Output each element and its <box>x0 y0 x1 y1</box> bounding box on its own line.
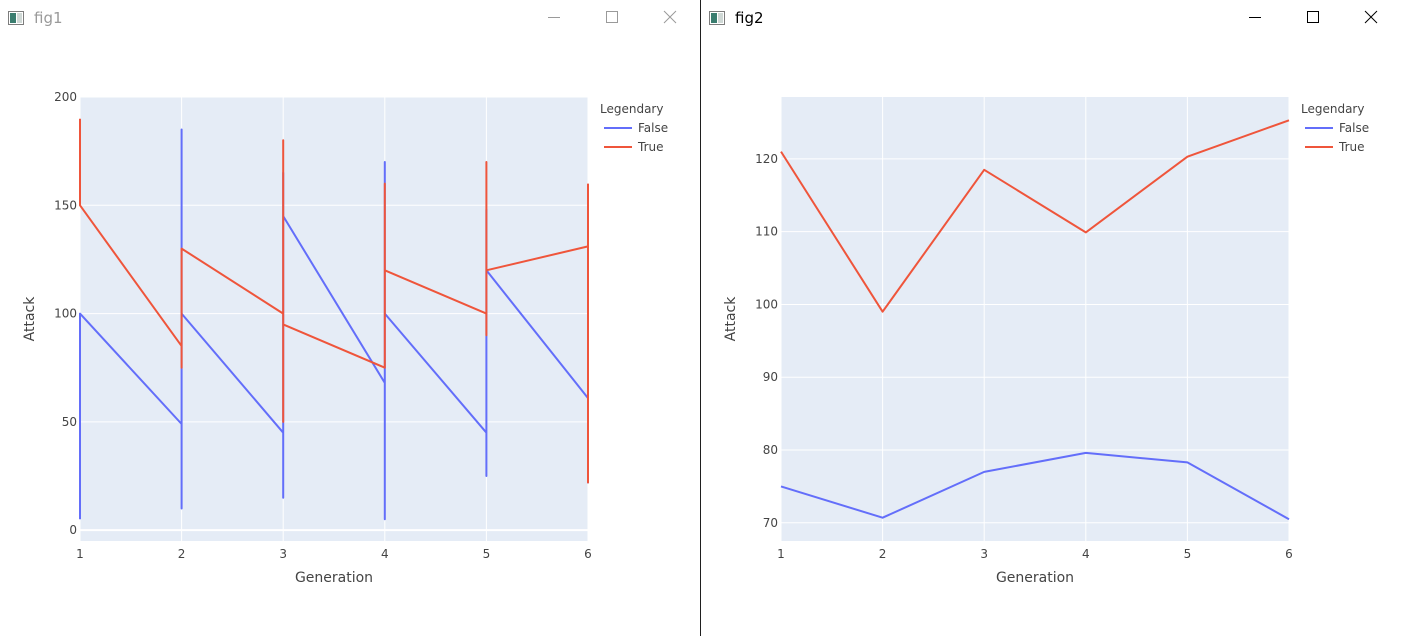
close-icon <box>663 10 677 24</box>
minimize-icon <box>548 17 560 18</box>
x-tick-label: 3 <box>980 547 988 561</box>
x-tick-label: 6 <box>584 547 592 561</box>
y-tick-label: 200 <box>54 90 77 104</box>
app-window-icon <box>709 11 725 25</box>
legend-item-false[interactable]: False <box>604 121 668 135</box>
series-line-true <box>79 118 589 484</box>
x-tick-label: 6 <box>1285 547 1293 561</box>
series-line-false <box>780 451 1290 521</box>
app-window-icon <box>8 11 24 25</box>
legend-label: True <box>1338 140 1365 154</box>
y-tick-label: 90 <box>763 370 778 384</box>
y-tick-label: 100 <box>755 297 778 311</box>
minimize-button[interactable] <box>540 6 570 30</box>
legend[interactable]: Legendary False True <box>600 102 668 154</box>
legend-item-true[interactable]: True <box>604 140 664 154</box>
plot-area <box>80 97 588 541</box>
legend-item-false[interactable]: False <box>1305 121 1369 135</box>
y-tick-label: 150 <box>54 198 77 212</box>
y-tick-label: 0 <box>69 523 77 537</box>
y-tick-label: 80 <box>763 443 778 457</box>
fig1-chart: 1 2 3 4 5 6 0 50 100 150 200 Generation Attack Legend… <box>22 90 668 586</box>
legend-item-true[interactable]: True <box>1305 140 1365 154</box>
minimize-icon <box>1249 17 1261 18</box>
close-button[interactable] <box>1357 6 1387 30</box>
x-tick-label: 2 <box>879 547 887 561</box>
plot-area <box>781 97 1289 541</box>
fig2-window: fig2 1 2 3 4 5 6 70 80 90 100 110 120 Generation Atta… <box>701 0 1401 636</box>
maximize-icon <box>1307 11 1319 23</box>
legend-label: True <box>637 140 664 154</box>
x-tick-label: 1 <box>777 547 785 561</box>
fig2-titlebar[interactable]: fig2 <box>701 0 1401 36</box>
x-tick-label: 4 <box>1082 547 1090 561</box>
fig1-titlebar[interactable]: fig1 <box>0 0 700 36</box>
y-tick-label: 70 <box>763 516 778 530</box>
x-tick-label: 5 <box>1184 547 1192 561</box>
series-line-true <box>780 119 1290 313</box>
x-tick-label: 2 <box>178 547 186 561</box>
x-tick-label: 5 <box>483 547 491 561</box>
x-tick-label: 1 <box>76 547 84 561</box>
y-axis-title: Attack <box>22 296 38 342</box>
fig1-window: fig1 1 2 3 4 5 6 0 50 100 150 200 Generation Attack L… <box>0 0 700 636</box>
close-icon <box>1364 10 1378 24</box>
maximize-icon <box>606 11 618 23</box>
x-tick-label: 4 <box>381 547 389 561</box>
legend-title: Legendary <box>1301 102 1364 116</box>
window-divider <box>700 0 701 636</box>
y-tick-label: 50 <box>62 415 77 429</box>
x-tick-label: 3 <box>279 547 287 561</box>
legend-label: False <box>638 121 668 135</box>
y-tick-label: 110 <box>755 225 778 239</box>
legend[interactable]: Legendary False True <box>1301 102 1369 154</box>
maximize-button[interactable] <box>598 6 628 30</box>
x-axis-title: Generation <box>295 570 373 586</box>
minimize-button[interactable] <box>1241 6 1271 30</box>
window-title: fig1 <box>34 9 63 27</box>
x-axis-title: Generation <box>996 570 1074 586</box>
window-title: fig2 <box>735 9 764 27</box>
fig2-chart: 1 2 3 4 5 6 70 80 90 100 110 120 Generation Attack Leg… <box>723 97 1369 586</box>
y-axis-title: Attack <box>723 296 739 342</box>
legend-label: False <box>1339 121 1369 135</box>
maximize-button[interactable] <box>1299 6 1329 30</box>
y-tick-label: 100 <box>54 307 77 321</box>
legend-title: Legendary <box>600 102 663 116</box>
close-button[interactable] <box>656 6 686 30</box>
y-tick-label: 120 <box>755 152 778 166</box>
